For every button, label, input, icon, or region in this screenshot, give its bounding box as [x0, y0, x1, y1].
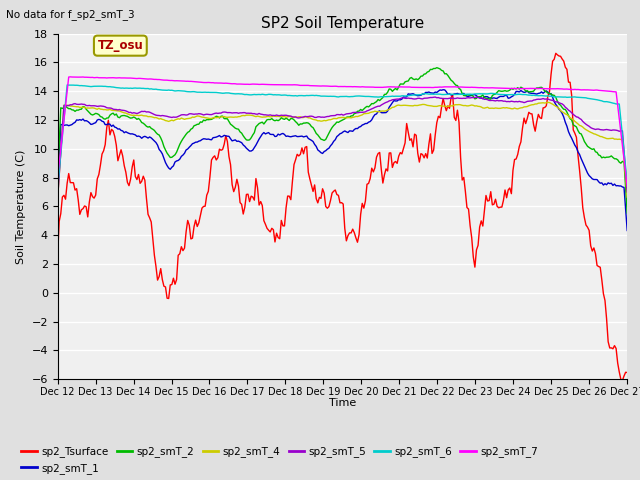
- sp2_Tsurface: [252, 176, 260, 181]
- sp2_smT_6: [125, 85, 133, 91]
- sp2_smT_6: [244, 92, 252, 97]
- Line: sp2_smT_7: sp2_smT_7: [58, 77, 627, 186]
- sp2_smT_4: [544, 99, 552, 105]
- Line: sp2_smT_2: sp2_smT_2: [58, 68, 627, 213]
- sp2_smT_7: [125, 75, 133, 81]
- sp2_smT_6: [54, 186, 61, 192]
- sp2_smT_6: [593, 97, 601, 103]
- sp2_smT_5: [223, 110, 231, 116]
- sp2_smT_7: [253, 82, 261, 87]
- sp2_smT_2: [243, 137, 250, 143]
- sp2_smT_5: [431, 94, 439, 100]
- sp2_smT_1: [223, 133, 231, 139]
- sp2_smT_6: [253, 92, 261, 97]
- sp2_smT_6: [305, 93, 312, 98]
- sp2_smT_1: [243, 145, 250, 151]
- sp2_smT_5: [593, 126, 601, 132]
- sp2_Tsurface: [552, 50, 559, 56]
- Line: sp2_smT_4: sp2_smT_4: [58, 102, 627, 199]
- sp2_smT_6: [623, 180, 631, 186]
- sp2_smT_1: [124, 130, 131, 135]
- sp2_smT_2: [124, 113, 131, 119]
- sp2_smT_6: [225, 90, 233, 96]
- sp2_smT_4: [124, 111, 131, 117]
- sp2_Tsurface: [593, 263, 601, 268]
- sp2_Tsurface: [124, 180, 131, 185]
- Line: sp2_Tsurface: sp2_Tsurface: [58, 53, 627, 381]
- sp2_smT_1: [623, 228, 631, 233]
- sp2_smT_4: [593, 132, 601, 138]
- sp2_smT_1: [303, 133, 310, 139]
- sp2_smT_2: [623, 210, 631, 216]
- Text: TZ_osu: TZ_osu: [97, 39, 143, 52]
- Line: sp2_smT_1: sp2_smT_1: [58, 90, 627, 230]
- sp2_smT_7: [593, 87, 601, 93]
- sp2_smT_5: [54, 196, 61, 202]
- sp2_smT_5: [623, 189, 631, 195]
- Text: No data for f_sp2_smT_3: No data for f_sp2_smT_3: [6, 9, 135, 20]
- sp2_smT_4: [223, 114, 231, 120]
- Y-axis label: Soil Temperature (C): Soil Temperature (C): [16, 149, 26, 264]
- sp2_smT_4: [252, 114, 260, 120]
- sp2_smT_2: [54, 180, 61, 186]
- sp2_Tsurface: [223, 139, 231, 144]
- sp2_smT_5: [124, 108, 131, 114]
- sp2_smT_6: [63, 82, 71, 88]
- sp2_Tsurface: [303, 144, 310, 149]
- sp2_Tsurface: [54, 254, 61, 260]
- sp2_smT_5: [303, 114, 310, 120]
- sp2_smT_1: [54, 189, 61, 195]
- sp2_smT_2: [252, 124, 260, 130]
- sp2_smT_1: [252, 142, 260, 148]
- sp2_smT_7: [67, 74, 74, 80]
- sp2_smT_7: [54, 175, 61, 180]
- sp2_smT_1: [593, 177, 601, 182]
- X-axis label: Time: Time: [329, 398, 356, 408]
- sp2_smT_2: [593, 150, 601, 156]
- Line: sp2_smT_6: sp2_smT_6: [58, 85, 627, 189]
- sp2_smT_7: [225, 81, 233, 86]
- sp2_Tsurface: [623, 370, 631, 375]
- sp2_smT_4: [303, 114, 310, 120]
- sp2_smT_4: [623, 194, 631, 200]
- sp2_Tsurface: [243, 192, 250, 197]
- sp2_smT_2: [223, 116, 231, 121]
- sp2_smT_5: [243, 110, 250, 116]
- sp2_smT_7: [623, 183, 631, 189]
- Legend: sp2_Tsurface, sp2_smT_1, sp2_smT_2, sp2_smT_4, sp2_smT_5, sp2_smT_6, sp2_smT_7: sp2_Tsurface, sp2_smT_1, sp2_smT_2, sp2_…: [17, 442, 542, 478]
- sp2_smT_2: [303, 120, 310, 126]
- sp2_smT_4: [243, 112, 250, 118]
- Line: sp2_smT_5: sp2_smT_5: [58, 97, 627, 199]
- sp2_smT_5: [252, 111, 260, 117]
- Title: SP2 Soil Temperature: SP2 Soil Temperature: [260, 16, 424, 31]
- sp2_smT_1: [439, 87, 447, 93]
- sp2_smT_2: [433, 65, 441, 71]
- sp2_smT_7: [244, 82, 252, 87]
- sp2_smT_4: [54, 196, 61, 202]
- sp2_smT_7: [305, 83, 312, 88]
- sp2_Tsurface: [619, 378, 627, 384]
